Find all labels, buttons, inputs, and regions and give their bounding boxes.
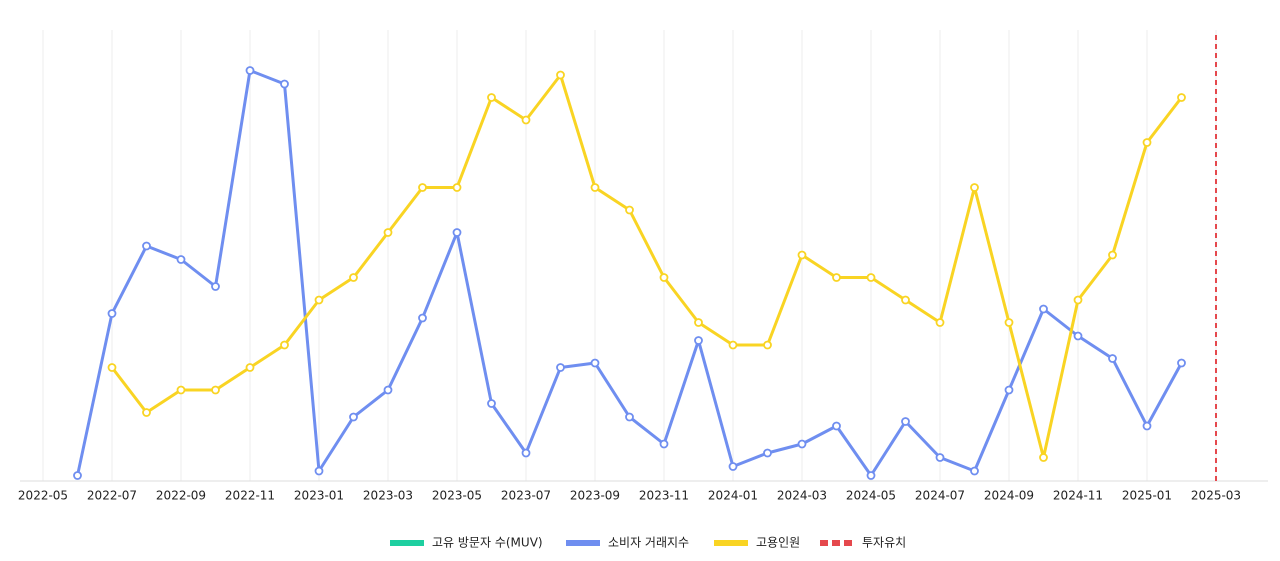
point	[107, 363, 117, 372]
point	[797, 439, 807, 449]
point	[694, 318, 703, 327]
point	[970, 183, 979, 192]
point	[280, 340, 289, 350]
x-tick-label: 2024-09	[984, 489, 1034, 503]
point	[797, 250, 807, 260]
point	[763, 340, 772, 350]
point	[107, 309, 117, 318]
x-tick-label: 2023-05	[432, 489, 482, 503]
point	[763, 448, 772, 458]
point	[935, 318, 945, 327]
point	[487, 93, 496, 102]
point	[728, 462, 738, 471]
point	[590, 358, 600, 368]
point	[659, 439, 669, 449]
point	[556, 70, 565, 80]
point	[866, 273, 876, 282]
point	[1039, 453, 1048, 462]
point	[1142, 421, 1152, 431]
x-tick-label: 2024-07	[915, 489, 965, 503]
x-tick-label: 2024-05	[846, 489, 896, 503]
point	[1004, 385, 1014, 395]
point	[452, 183, 462, 192]
x-tick-label: 2023-01	[294, 489, 344, 503]
x-tick-label: 2023-07	[501, 489, 551, 503]
point	[245, 66, 255, 75]
point	[1177, 358, 1186, 368]
point	[556, 363, 565, 372]
point	[935, 453, 945, 462]
point	[1108, 354, 1117, 363]
point	[521, 115, 531, 125]
x-tick-label: 2024-01	[708, 489, 758, 503]
x-tick-label: 2022-11	[225, 489, 275, 503]
point	[418, 313, 427, 323]
x-tick-label: 2022-07	[87, 489, 137, 503]
point	[728, 340, 738, 350]
x-tick-label: 2024-11	[1053, 489, 1103, 503]
point	[73, 471, 82, 480]
legend-label: 고유 방문자 수(MUV)	[432, 536, 543, 550]
point	[487, 399, 496, 408]
point	[970, 466, 979, 476]
point	[314, 466, 324, 476]
point	[211, 282, 220, 291]
point	[1039, 304, 1048, 314]
point	[176, 255, 186, 264]
point	[383, 228, 393, 237]
point	[314, 295, 324, 305]
point	[418, 183, 427, 192]
point	[1073, 331, 1083, 341]
x-tick-label: 2023-03	[363, 489, 413, 503]
point	[521, 448, 531, 458]
point	[901, 295, 910, 305]
point	[1142, 138, 1152, 147]
x-tick-label: 2023-09	[570, 489, 620, 503]
x-tick-label: 2022-09	[156, 489, 206, 503]
point	[349, 412, 358, 422]
point	[901, 417, 910, 426]
point	[142, 408, 151, 417]
point	[1108, 250, 1117, 260]
point	[280, 79, 289, 89]
point	[349, 273, 358, 282]
legend-label: 투자유치	[862, 536, 906, 550]
point	[211, 385, 220, 395]
point	[245, 363, 255, 372]
point	[625, 412, 634, 422]
point	[625, 205, 634, 215]
point	[590, 183, 600, 192]
point	[694, 336, 703, 345]
legend-label: 고용인원	[756, 536, 800, 550]
x-tick-label: 2024-03	[777, 489, 827, 503]
point	[659, 273, 669, 282]
point	[176, 385, 186, 395]
point	[1004, 318, 1014, 327]
point	[452, 228, 462, 237]
series-line	[110, 73, 1183, 459]
point	[832, 421, 841, 431]
point	[866, 471, 876, 480]
legend-label: 소비자 거래지수	[608, 536, 689, 550]
point	[142, 241, 151, 251]
x-tick-label: 2022-05	[18, 489, 68, 503]
point	[383, 385, 393, 395]
x-tick-label: 2025-01	[1122, 489, 1172, 503]
point	[1177, 93, 1186, 102]
point	[832, 273, 841, 282]
x-tick-label: 2025-03	[1191, 489, 1241, 503]
point	[1073, 295, 1083, 305]
x-tick-label: 2023-11	[639, 489, 689, 503]
